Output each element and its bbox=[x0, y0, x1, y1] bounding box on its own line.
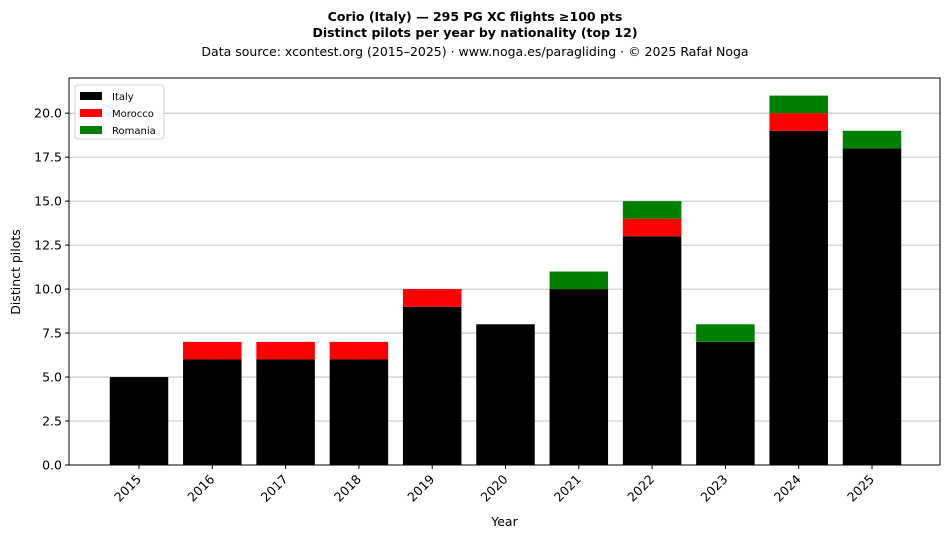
legend-swatch-romania bbox=[80, 126, 102, 134]
bar-italy-2017 bbox=[256, 359, 315, 465]
bar-romania-2021 bbox=[549, 271, 609, 290]
bar-morocco-2022 bbox=[622, 218, 682, 237]
legend: Italy Morocco Romania bbox=[74, 84, 165, 140]
legend-swatch-italy bbox=[80, 92, 102, 100]
x-tick-label: 2016 bbox=[184, 471, 217, 504]
legend-label-italy: Italy bbox=[112, 92, 134, 103]
bar-italy-2016 bbox=[183, 359, 242, 465]
chart-titles: Corio (Italy) — 295 PG XC flights ≥100 p… bbox=[201, 9, 748, 59]
legend-swatch-morocco bbox=[80, 109, 102, 117]
bar-italy-2021 bbox=[549, 289, 609, 465]
bar-morocco-2017 bbox=[256, 341, 315, 360]
bar-morocco-2019 bbox=[402, 289, 462, 307]
bar-romania-2022 bbox=[622, 201, 682, 219]
y-tick-label: 7.5 bbox=[42, 326, 62, 341]
bar-italy-2015 bbox=[109, 377, 169, 465]
x-axis: 2015 2016 2017 2018 2019 2020 2021 2022 2023 2024… bbox=[111, 465, 877, 505]
bar-italy-2022 bbox=[622, 236, 682, 465]
bar-morocco-2018 bbox=[329, 341, 389, 360]
x-tick-label: 2020 bbox=[478, 471, 511, 504]
x-tick-label: 2024 bbox=[771, 471, 804, 504]
x-tick-label: 2023 bbox=[697, 472, 730, 505]
bar-romania-2023 bbox=[696, 324, 755, 342]
x-tick-label: 2021 bbox=[551, 472, 584, 505]
y-tick-label: 20.0 bbox=[34, 106, 62, 121]
plot-frame bbox=[68, 77, 941, 466]
x-axis-label: Year bbox=[490, 514, 518, 529]
x-tick-label: 2019 bbox=[404, 471, 437, 504]
x-tick-label: 2025 bbox=[844, 472, 877, 505]
y-tick-label: 5.0 bbox=[42, 370, 62, 385]
y-tick-label: 12.5 bbox=[34, 238, 62, 253]
bar-italy-2020 bbox=[476, 324, 535, 465]
chart-title: Corio (Italy) — 295 PG XC flights ≥100 p… bbox=[328, 9, 623, 24]
bar-italy-2018 bbox=[329, 359, 389, 465]
legend-label-morocco: Morocco bbox=[112, 109, 154, 120]
y-tick-label: 17.5 bbox=[34, 150, 62, 165]
x-tick-label: 2018 bbox=[331, 471, 364, 504]
y-axis-label: Distinct pilots bbox=[8, 229, 23, 315]
bar-romania-2024 bbox=[769, 95, 828, 114]
chart-subtitle: Distinct pilots per year by nationality … bbox=[312, 25, 637, 40]
bars bbox=[109, 95, 902, 466]
bar-italy-2025 bbox=[842, 148, 902, 465]
y-tick-label: 2.5 bbox=[42, 414, 62, 429]
y-axis: 0.0 2.5 5.0 7.5 10.0 12.5 15.0 17.5 20.0 bbox=[34, 106, 69, 473]
x-tick-label: 2022 bbox=[624, 472, 657, 505]
bar-italy-2023 bbox=[696, 341, 755, 465]
x-tick-label: 2017 bbox=[258, 472, 291, 505]
bar-italy-2019 bbox=[402, 306, 462, 465]
y-tick-label: 0.0 bbox=[42, 458, 62, 473]
y-tick-label: 10.0 bbox=[34, 282, 62, 297]
bar-morocco-2016 bbox=[183, 341, 242, 360]
bar-italy-2024 bbox=[769, 130, 828, 466]
x-tick-label: 2015 bbox=[111, 472, 144, 505]
bar-morocco-2024 bbox=[769, 113, 828, 131]
bar-romania-2025 bbox=[842, 130, 902, 149]
y-tick-label: 15.0 bbox=[34, 194, 62, 209]
legend-label-romania: Romania bbox=[112, 126, 156, 137]
chart-source-note: Data source: xcontest.org (2015–2025) · … bbox=[201, 44, 748, 59]
